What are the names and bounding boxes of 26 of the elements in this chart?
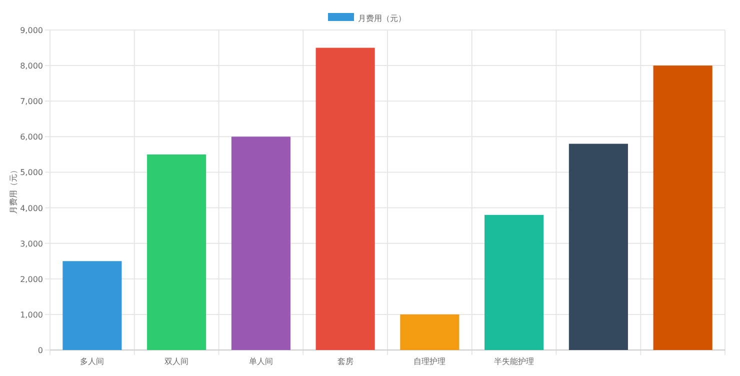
y-tick-label: 3,000 xyxy=(20,239,43,248)
x-tick-label: 双人间 xyxy=(164,357,189,366)
y-axis-title: 月费用（元） xyxy=(9,166,18,214)
bar xyxy=(316,48,375,350)
bar xyxy=(231,136,290,350)
bar xyxy=(62,261,122,350)
y-tick-label: 8,000 xyxy=(20,62,43,71)
x-tick-label: 半失能护理 xyxy=(494,357,534,366)
x-tick-label: 多人间 xyxy=(80,357,104,366)
y-tick-label: 2,000 xyxy=(20,274,43,284)
bar xyxy=(653,66,712,350)
x-tick-label: 单人间 xyxy=(248,357,273,366)
bar xyxy=(400,314,460,350)
y-tick-label: 1,000 xyxy=(20,310,43,320)
y-tick-label: 0 xyxy=(38,346,43,355)
y-tick-label: 4,000 xyxy=(20,204,43,213)
y-tick-label: 9,000 xyxy=(20,26,43,35)
legend-label: 月费用（元） xyxy=(358,14,406,23)
y-tick-label: 7,000 xyxy=(20,97,43,106)
x-tick-label: 套房 xyxy=(337,357,354,366)
bar xyxy=(568,144,628,350)
bar xyxy=(484,214,544,350)
bar xyxy=(147,154,206,350)
y-tick-label: 5,000 xyxy=(20,168,43,178)
x-tick-label: 自理护理 xyxy=(414,357,446,366)
y-tick-label: 6,000 xyxy=(20,132,43,142)
